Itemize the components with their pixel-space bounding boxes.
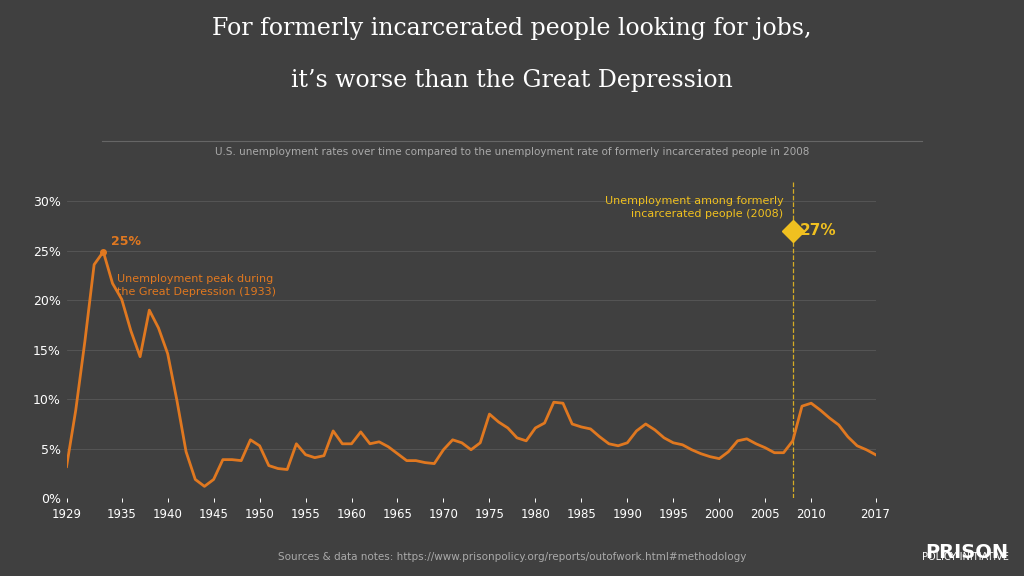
Text: Sources & data notes: https://www.prisonpolicy.org/reports/outofwork.html#method: Sources & data notes: https://www.prison…	[278, 552, 746, 562]
Text: 25%: 25%	[111, 235, 140, 248]
Text: Unemployment among formerly
incarcerated people (2008): Unemployment among formerly incarcerated…	[605, 196, 783, 219]
Text: PRISON: PRISON	[926, 543, 1009, 562]
Text: POLICY INITIATIVE: POLICY INITIATIVE	[922, 528, 1009, 562]
Text: Unemployment peak during
the Great Depression (1933): Unemployment peak during the Great Depre…	[117, 274, 276, 297]
Text: 27%: 27%	[800, 223, 837, 238]
Text: For formerly incarcerated people looking for jobs,: For formerly incarcerated people looking…	[212, 17, 812, 40]
Text: it’s worse than the Great Depression: it’s worse than the Great Depression	[291, 69, 733, 92]
Text: U.S. unemployment rates over time compared to the unemployment rate of formerly : U.S. unemployment rates over time compar…	[215, 147, 809, 157]
